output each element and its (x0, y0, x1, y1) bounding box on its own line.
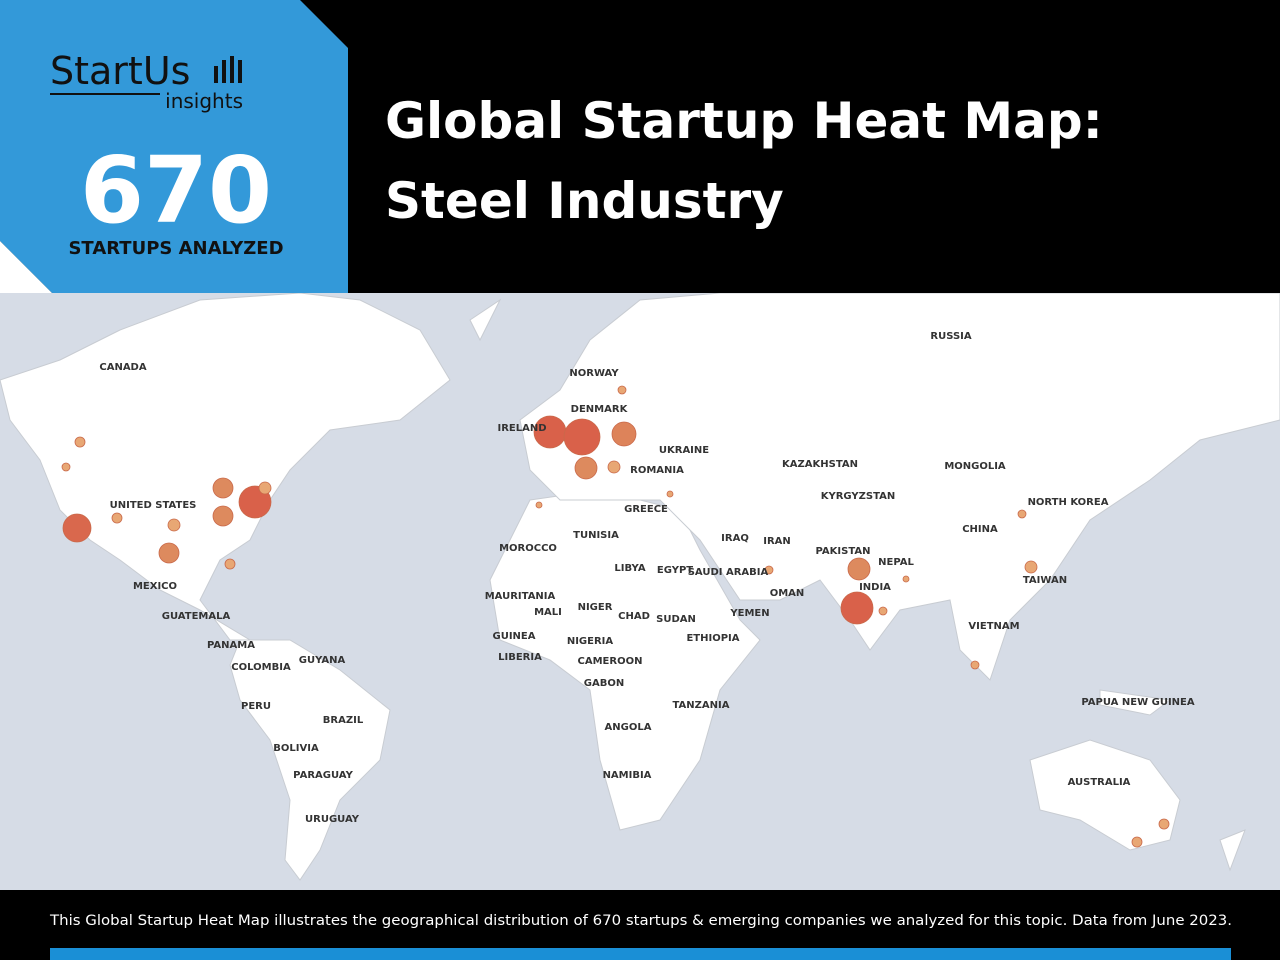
logo-bars (214, 56, 242, 83)
country-label: INDIA (859, 582, 891, 593)
footer-text: This Global Startup Heat Map illustrates… (49, 913, 1232, 929)
country-label: NIGERIA (567, 636, 614, 647)
bubble (617, 385, 627, 395)
country-label: IRELAND (497, 423, 546, 434)
country-label: CAMEROON (578, 656, 643, 667)
country-label: GUATEMALA (162, 611, 231, 622)
country-label: PAKISTAN (816, 546, 871, 557)
country-label: MALI (534, 607, 562, 618)
country-label: PANAMA (207, 640, 255, 651)
country-label: IRAQ (721, 533, 749, 544)
land-masses (0, 292, 1280, 881)
country-label: CHINA (962, 524, 998, 535)
country-label: MAURITANIA (485, 591, 556, 602)
country-label: IRAN (763, 536, 791, 547)
country-label: TAIWAN (1023, 575, 1067, 586)
country-label: LIBERIA (498, 652, 542, 663)
bubble (74, 436, 86, 448)
country-label: ANGOLA (605, 722, 652, 733)
country-label: PAPUA NEW GUINEA (1081, 697, 1194, 708)
country-label: GABON (584, 678, 624, 689)
country-label: NORTH KOREA (1028, 497, 1109, 508)
country-label: AUSTRALIA (1068, 777, 1131, 788)
country-label: NIGER (578, 602, 613, 613)
country-label: PERU (241, 701, 271, 712)
country-label: SAUDI ARABIA (688, 567, 769, 578)
country-label: UKRAINE (659, 445, 709, 456)
bubble (1158, 818, 1170, 830)
count-label: STARTUPS ANALYZED (68, 238, 283, 259)
bubble (970, 660, 980, 670)
footer-accent (50, 948, 1231, 960)
bubble (574, 456, 598, 480)
bubble (1024, 560, 1038, 574)
country-label: YEMEN (729, 608, 769, 619)
country-label: MONGOLIA (944, 461, 1006, 472)
country-label: URUGUAY (305, 814, 360, 825)
country-label: OMAN (770, 588, 805, 599)
bubble (607, 460, 621, 474)
country-label: ETHIOPIA (686, 633, 739, 644)
country-label: VIETNAM (968, 621, 1019, 632)
country-label: LIBYA (614, 563, 645, 574)
country-label: TANZANIA (673, 700, 730, 711)
title-line: Steel Industry (385, 172, 784, 230)
country-label: CHAD (618, 611, 650, 622)
country-label: GREECE (624, 504, 668, 515)
country-label: ROMANIA (630, 465, 684, 476)
bubble (1017, 509, 1027, 519)
title-line: Global Startup Heat Map: (385, 92, 1103, 150)
country-label: MOROCCO (499, 543, 557, 554)
bubble (611, 421, 637, 447)
country-label: COLOMBIA (231, 662, 291, 673)
logo-tagline: insights (165, 89, 243, 113)
bubble (258, 481, 272, 495)
bubble (212, 477, 234, 499)
bubble (847, 557, 871, 581)
bubble (878, 606, 888, 616)
country-label: GUINEA (493, 631, 536, 642)
bubble (666, 490, 674, 498)
bubble (535, 501, 543, 509)
startup-count: 670 (80, 137, 272, 244)
count-panel (0, 0, 348, 293)
country-label: UNITED STATES (110, 500, 197, 511)
bubble (764, 565, 774, 575)
logo-name: StartUs (50, 49, 190, 93)
country-label: MEXICO (133, 581, 177, 592)
country-label: CANADA (99, 362, 146, 373)
country-label: BRAZIL (323, 715, 364, 726)
country-label: GUYANA (299, 655, 346, 666)
country-label: KAZAKHSTAN (782, 459, 858, 470)
bubble (563, 418, 601, 456)
country-label: PARAGUAY (293, 770, 353, 781)
country-label: NAMIBIA (603, 770, 652, 781)
country-label: DENMARK (571, 404, 629, 415)
country-label: BOLIVIA (273, 743, 319, 754)
country-label: NORWAY (569, 368, 619, 379)
bubble (62, 513, 92, 543)
country-label: TUNISIA (573, 530, 619, 541)
bubble (111, 512, 123, 524)
startup-bubbles (61, 385, 1170, 848)
bubble (212, 505, 234, 527)
country-label: NEPAL (878, 557, 914, 568)
country-label: EGYPT (657, 565, 693, 576)
bubble (224, 558, 236, 570)
corner (0, 241, 52, 293)
bubble (840, 591, 874, 625)
country-labels: RUSSIA CANADA UNITED STATES MEXICO GUATEMALA… (99, 331, 1194, 825)
bubble (902, 575, 910, 583)
country-label: KYRGYZSTAN (821, 491, 896, 502)
country-label: RUSSIA (930, 331, 971, 342)
bubble (1131, 836, 1143, 848)
bubble (167, 518, 181, 532)
country-label: SUDAN (656, 614, 696, 625)
bubble (61, 462, 71, 472)
bubble (158, 542, 180, 564)
